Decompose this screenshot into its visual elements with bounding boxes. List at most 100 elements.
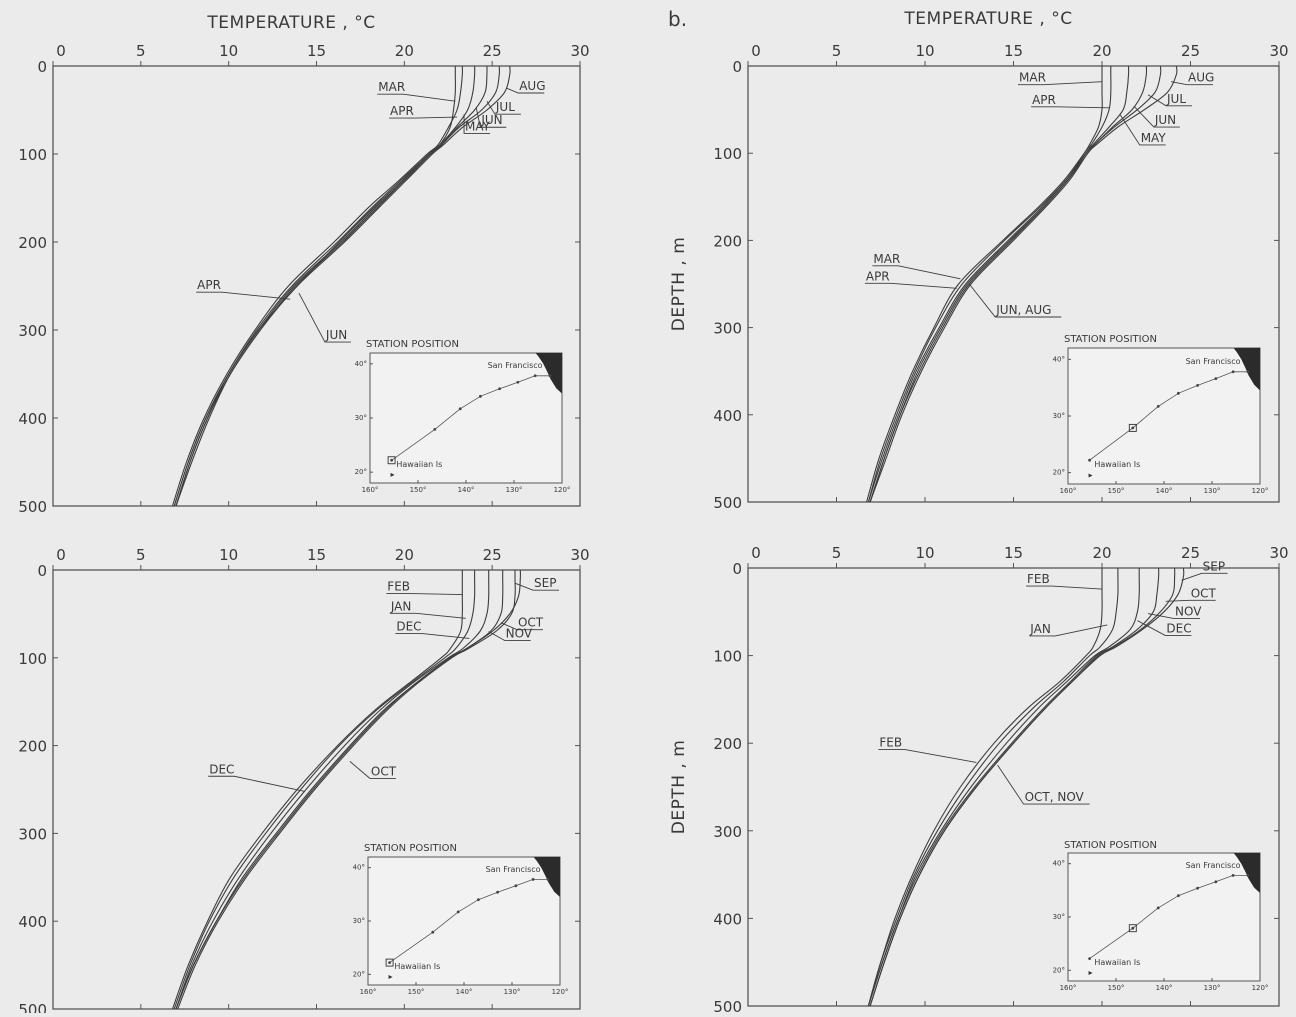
annotation-leader	[1133, 105, 1180, 128]
series-line-nov	[867, 567, 1160, 1007]
inset-lon-label: 150°	[408, 988, 425, 996]
annotation-leader	[386, 593, 463, 596]
y-tick-label: 300	[713, 320, 742, 338]
annotation-leader	[514, 582, 560, 591]
station-track-line	[389, 879, 548, 963]
x-axis-title: TEMPERATURE , °C	[903, 9, 1072, 29]
station-dot	[514, 884, 518, 888]
inset-place-label: Hawaiian Is	[394, 962, 440, 971]
y-tick-label: 200	[713, 735, 742, 753]
annotation-leader	[377, 93, 456, 102]
chart-panel-bottom-left: 0 5 10 15 20 25 300100200300400500FEBJANDECSEP…	[18, 546, 589, 1017]
inset-lat-label: 40°	[355, 360, 367, 368]
y-tick-label: 400	[713, 407, 742, 425]
station-dot	[1177, 391, 1180, 395]
inset-frame	[1067, 347, 1261, 485]
inset-lon-label: 140°	[456, 988, 473, 996]
station-dot	[496, 890, 499, 894]
station-track-line	[1089, 371, 1248, 461]
station-dot	[1156, 906, 1160, 910]
annotation-leader	[298, 292, 351, 343]
annotation-leader	[488, 631, 531, 641]
station-dot	[1231, 874, 1235, 877]
y-tick-label: 100	[713, 648, 742, 666]
annotation-label: JUN	[480, 113, 502, 127]
inset-lon-label: 140°	[1156, 487, 1173, 495]
series-line-feb	[171, 570, 463, 1010]
annotation-label: APR	[866, 269, 890, 283]
y-tick-label: 300	[18, 322, 47, 340]
annotation-leader	[389, 612, 466, 619]
x-tick-label: 5	[832, 544, 842, 562]
series-line-sep	[869, 567, 1185, 1007]
station-dot	[390, 458, 393, 462]
station-dot	[546, 878, 550, 881]
chart-panel-top-right: 0 5 10 15 20 25 300100200300400500TEMPERATURE …	[668, 7, 1289, 512]
x-tick-label: 20	[395, 42, 414, 60]
station-dot	[431, 930, 435, 934]
series-line-feb	[867, 568, 1103, 1007]
annotation-label: SEP	[1203, 559, 1225, 573]
y-tick-label: 0	[37, 58, 47, 76]
station-dot	[1246, 370, 1250, 374]
y-tick-label: 500	[18, 1001, 47, 1013]
x-tick-label: 30	[1269, 544, 1288, 562]
annotation-label: APR	[197, 278, 221, 292]
station-dot	[1156, 404, 1160, 408]
y-axis-title: DEPTH , m	[669, 740, 689, 835]
x-tick-label: 10	[915, 42, 934, 60]
california-coast-shape	[535, 353, 562, 394]
california-coast-shape	[533, 857, 560, 897]
inset-lat-label: 40°	[1053, 860, 1065, 868]
station-dot	[1088, 957, 1091, 960]
inset-lat-label: 30°	[355, 414, 367, 422]
annotation-leader	[1031, 106, 1110, 109]
station-dot	[477, 898, 480, 902]
series-line-dec	[867, 567, 1140, 1007]
series-line-apr	[171, 65, 463, 507]
annotation-leader	[864, 282, 957, 289]
x-tick-label: 20	[1092, 544, 1111, 562]
x-tick-label: 30	[570, 546, 589, 564]
panel-letter: b.	[668, 7, 687, 31]
chart-panel-top-left: 0 5 10 15 20 25 300100200300400500TEMPERATURE …	[18, 13, 589, 516]
inset-title: STATION POSITION	[366, 339, 459, 350]
y-tick-label: 0	[732, 560, 742, 578]
series-line-aug	[869, 65, 1178, 503]
annotation-label: JUN	[325, 328, 347, 342]
inset-frame	[367, 856, 561, 986]
y-tick-label: 100	[18, 650, 47, 668]
station-dot	[388, 961, 391, 964]
station-position-inset: STATION POSITION 20° 30° 40° 160° 150° 140° 130…	[353, 843, 569, 996]
inset-lon-label: 130°	[1204, 984, 1221, 992]
series-line-jul	[175, 65, 501, 507]
x-tick-label: 25	[1181, 42, 1200, 60]
station-dot	[1231, 370, 1235, 374]
y-axis-title: DEPTH , m	[669, 237, 689, 332]
selected-station-marker	[387, 456, 396, 465]
hawaii-islands-shape	[388, 975, 393, 979]
annotation-label: MAR	[378, 80, 405, 94]
y-tick-label: 200	[18, 234, 47, 252]
x-tick-label: 10	[219, 546, 238, 564]
annotation-leader	[196, 291, 291, 300]
inset-lon-label: 140°	[1156, 984, 1173, 992]
y-tick-label: 100	[713, 145, 742, 163]
y-tick-label: 0	[732, 58, 742, 76]
series-line-apr	[866, 66, 1112, 503]
inset-place-label: San Francisco	[488, 361, 543, 370]
inset-lat-label: 20°	[353, 970, 365, 978]
annotation-leader	[463, 114, 491, 134]
y-tick-label: 200	[18, 738, 47, 756]
annotation-label: NOV	[506, 626, 533, 640]
inset-lat-label: 20°	[355, 468, 367, 476]
x-tick-label: 15	[1004, 42, 1023, 60]
annotation-label: JUL	[1166, 92, 1186, 106]
inset-lat-label: 30°	[1053, 412, 1065, 420]
selected-station-marker	[385, 958, 394, 967]
annotation-label: AUG	[519, 79, 545, 93]
station-position-inset: STATION POSITION 20° 30° 40° 160° 150° 140° 130…	[355, 339, 571, 494]
annotation-leader	[500, 622, 543, 631]
